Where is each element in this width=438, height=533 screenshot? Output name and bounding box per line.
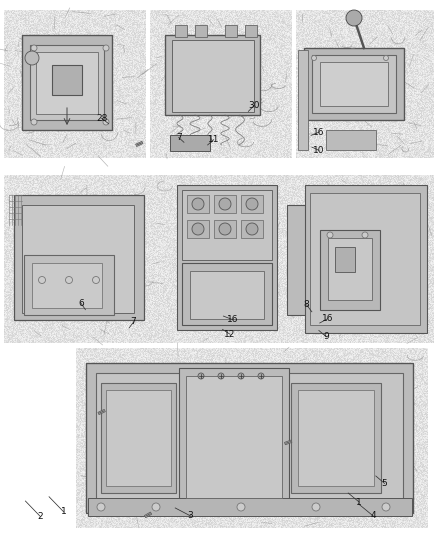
Bar <box>245 25 257 37</box>
Circle shape <box>31 45 37 51</box>
Bar <box>106 390 171 486</box>
Circle shape <box>246 223 258 235</box>
Bar <box>225 25 237 37</box>
Text: 16: 16 <box>322 314 333 323</box>
Text: 6: 6 <box>78 299 84 308</box>
Circle shape <box>25 51 39 65</box>
Circle shape <box>362 232 368 238</box>
Bar <box>187 195 209 213</box>
Polygon shape <box>136 141 143 147</box>
Bar <box>298 390 374 486</box>
Text: 7: 7 <box>131 318 137 326</box>
Bar <box>182 190 272 260</box>
Bar <box>335 247 355 272</box>
Text: 12: 12 <box>224 330 236 338</box>
Bar <box>14 195 144 320</box>
Circle shape <box>198 373 204 379</box>
Text: 16: 16 <box>227 316 239 324</box>
Circle shape <box>311 55 317 61</box>
Bar <box>326 130 376 150</box>
Text: 1: 1 <box>356 498 362 506</box>
Bar <box>186 376 282 498</box>
Text: 3: 3 <box>187 512 194 520</box>
Bar <box>287 205 362 315</box>
Circle shape <box>97 503 105 511</box>
Bar <box>182 263 272 325</box>
Circle shape <box>246 198 258 210</box>
Circle shape <box>327 232 333 238</box>
Circle shape <box>66 277 73 284</box>
Text: 30: 30 <box>248 101 260 110</box>
Polygon shape <box>98 409 105 415</box>
Text: 5: 5 <box>381 479 388 488</box>
Text: 7: 7 <box>176 133 182 142</box>
Bar <box>22 205 134 313</box>
Bar <box>298 50 308 150</box>
Bar <box>190 271 264 319</box>
Circle shape <box>192 198 204 210</box>
Polygon shape <box>285 440 292 445</box>
Bar <box>170 135 210 151</box>
Bar <box>312 55 396 113</box>
Bar <box>305 185 427 333</box>
Bar <box>177 185 277 330</box>
Bar <box>32 263 102 308</box>
Bar <box>304 48 404 120</box>
Text: 16: 16 <box>313 128 325 136</box>
Bar <box>30 45 104 120</box>
Circle shape <box>103 119 109 125</box>
Bar <box>214 195 236 213</box>
Circle shape <box>258 373 264 379</box>
Circle shape <box>31 119 37 125</box>
Bar <box>320 230 380 310</box>
Bar <box>172 40 254 112</box>
Bar <box>36 52 98 114</box>
Circle shape <box>39 277 46 284</box>
Bar <box>179 368 289 508</box>
Circle shape <box>103 45 109 51</box>
Bar <box>165 35 260 115</box>
Bar <box>310 193 420 325</box>
Circle shape <box>238 373 244 379</box>
Bar <box>101 383 176 493</box>
Text: 8: 8 <box>304 301 310 309</box>
Text: 1: 1 <box>60 507 67 516</box>
Circle shape <box>382 503 390 511</box>
Circle shape <box>384 55 389 61</box>
Text: 10: 10 <box>313 146 325 155</box>
Bar <box>86 363 413 513</box>
Bar <box>291 383 381 493</box>
Circle shape <box>312 503 320 511</box>
Bar <box>88 498 412 516</box>
Bar <box>320 62 388 106</box>
Circle shape <box>92 277 99 284</box>
Bar <box>241 195 263 213</box>
Bar <box>241 220 263 238</box>
Text: 9: 9 <box>323 333 329 341</box>
Circle shape <box>218 373 224 379</box>
Bar <box>52 65 82 95</box>
Text: 28: 28 <box>96 114 107 123</box>
Bar <box>175 25 187 37</box>
Bar <box>22 35 112 130</box>
Circle shape <box>219 198 231 210</box>
Bar <box>187 220 209 238</box>
Text: 2: 2 <box>38 512 43 521</box>
Bar <box>195 25 207 37</box>
Text: 11: 11 <box>208 135 219 144</box>
Circle shape <box>346 10 362 26</box>
Polygon shape <box>145 512 152 518</box>
Circle shape <box>237 503 245 511</box>
Circle shape <box>192 223 204 235</box>
Bar <box>24 255 114 315</box>
Circle shape <box>152 503 160 511</box>
Bar <box>96 373 403 503</box>
Circle shape <box>219 223 231 235</box>
Text: 4: 4 <box>371 512 376 520</box>
Bar <box>214 220 236 238</box>
Bar <box>328 238 372 300</box>
